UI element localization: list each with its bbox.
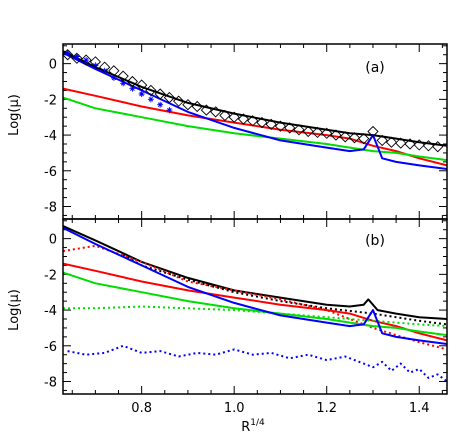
panel-a-marker-star-point xyxy=(120,80,127,87)
panel-a-marker-diamond-point xyxy=(321,127,333,139)
panel-a-marker-diamond-point xyxy=(256,116,268,129)
panel-a-marker-diamond-point xyxy=(404,138,416,150)
panel-a-marker-diamond-point xyxy=(293,124,305,136)
x-axis-title: R1/4 xyxy=(241,418,265,435)
panel-b: Log(μ) (b) 0.8 1.0 1.2 1.4 0 -2 -4 -6 -8 R1/4 xyxy=(7,218,448,435)
panel-a-ytick-label-0: 0 xyxy=(49,58,57,73)
panel-a-marker-diamond-point xyxy=(432,141,444,153)
panel-b-label: (b) xyxy=(365,233,385,249)
panel-a-marker-diamond-point xyxy=(265,118,277,130)
x-axis-title-superscript: 1/4 xyxy=(250,418,265,428)
panel-a-marker-diamond-point xyxy=(376,134,388,147)
panel-a-marker-diamond-point xyxy=(108,65,120,77)
panel-a-marker-diamond-point xyxy=(385,136,398,148)
panel-a-marker-star-point xyxy=(110,74,117,81)
panel-a-marker-diamond-point xyxy=(228,111,240,123)
panel-a-marker-star-point xyxy=(129,85,136,92)
panel-a-ytick-label-2: -4 xyxy=(44,129,57,144)
x-tick-label-2: 1.2 xyxy=(316,401,337,416)
panel-a-marker-star-point xyxy=(83,57,90,64)
panel-a-marker-diamond-point xyxy=(182,99,194,111)
panel-a-marker-diamond-point xyxy=(154,88,166,100)
panel-a-ytick-label-3: -6 xyxy=(44,165,57,180)
panel-a-marker-star-point xyxy=(101,67,108,74)
panel-a-marker-diamond-point xyxy=(71,52,83,64)
panel-a-marker-diamond-point xyxy=(358,133,370,145)
panel-a-marker-diamond-point xyxy=(367,125,379,138)
x-tick-label-0: 0.8 xyxy=(131,401,152,416)
panel-a-marker-star-point xyxy=(138,91,145,97)
panel-a-marker-star-point xyxy=(73,53,80,60)
panel-a-marker-diamond-point xyxy=(191,100,203,113)
panel-a-plot-area xyxy=(61,49,448,170)
panel-a-marker-diamond-point xyxy=(302,125,314,138)
panel-a-marker-diamond-point xyxy=(330,129,342,141)
panel-b-ytick-label-0: 0 xyxy=(49,233,57,248)
panel-b-series-6-line xyxy=(62,227,448,345)
panel-b-series-5-line xyxy=(63,305,448,328)
panel-b-plot-area xyxy=(62,225,448,383)
panel-b-ytick-label-3: -6 xyxy=(44,340,57,355)
panel-b-series-0-line xyxy=(62,225,448,320)
panel-a-marker-star-point xyxy=(92,62,99,69)
panel-a-label: (a) xyxy=(365,60,385,76)
panel-a-marker-diamond-point xyxy=(219,109,231,122)
panel-a-marker-star-point xyxy=(166,107,173,114)
panel-a-ylabel-text: Log(μ) xyxy=(7,94,22,136)
panel-a-marker-diamond-point xyxy=(210,106,222,118)
panel-a-marker-star-point xyxy=(157,101,164,108)
panel-a-ytick-label-4: -8 xyxy=(44,201,57,216)
panel-a-ylabel: Log(μ) xyxy=(7,94,22,136)
panel-a-marker-diamond-point xyxy=(422,140,435,152)
panel-b-ytick-label-4: -8 xyxy=(44,376,57,391)
panel-b-series-2-line xyxy=(62,262,448,342)
panel-a-marker-diamond-point xyxy=(311,126,324,139)
panel-a-marker-diamond-point xyxy=(117,70,129,82)
panel-a-marker-diamond-point xyxy=(99,61,111,73)
panel-a-marker-diamond-point xyxy=(237,113,250,125)
x-tick-label-1: 1.0 xyxy=(224,401,245,416)
panel-a: Log(μ) (a) 0 -2 -4 -6 -8 xyxy=(7,43,448,220)
panel-a-marker-diamond-point xyxy=(348,132,361,144)
panel-b-frame xyxy=(62,218,448,395)
x-tick-label-3: 1.4 xyxy=(409,401,430,416)
panel-a-marker-diamond-point xyxy=(200,104,213,116)
panel-a-marker-diamond-point xyxy=(284,122,296,134)
panel-a-series-2-line xyxy=(62,96,448,162)
panel-b-ylabel-text: Log(μ) xyxy=(7,289,22,331)
panel-a-marker-diamond-point xyxy=(80,54,92,66)
panel-b-series-7-line xyxy=(67,344,448,383)
panel-b-ytick-label-2: -4 xyxy=(44,304,57,319)
panel-a-marker-diamond-point xyxy=(89,56,102,68)
panel-a-marker-star-point xyxy=(147,96,154,103)
panel-a-ytick-label-1: -2 xyxy=(44,93,57,108)
panel-b-ylabel: Log(μ) xyxy=(7,289,22,331)
panel-a-marker-diamond-point xyxy=(163,91,176,104)
x-axis-title-base: R xyxy=(241,420,250,435)
panel-a-marker-star-point xyxy=(64,49,71,56)
panel-a-marker-diamond-point xyxy=(413,139,425,151)
panel-b-ytick-label-1: -2 xyxy=(44,268,57,283)
panel-a-marker-diamond-point xyxy=(61,49,74,61)
panel-a-marker-diamond-point xyxy=(136,79,148,91)
panel-a-marker-diamond-point xyxy=(395,137,407,149)
panel-a-marker-diamond-point xyxy=(145,84,157,97)
panel-b-series-3-line xyxy=(62,244,448,351)
panel-a-marker-diamond-point xyxy=(339,131,351,143)
panel-a-marker-diamond-point xyxy=(173,95,185,107)
panel-a-marker-diamond-point xyxy=(126,75,139,88)
panel-a-marker-diamond-point xyxy=(247,115,259,127)
panel-a-marker-diamond-point xyxy=(274,120,287,132)
